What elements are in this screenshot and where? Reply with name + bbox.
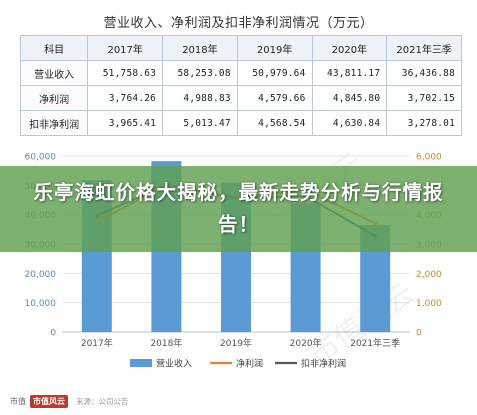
- source-note: 来源：公司公告: [76, 396, 129, 406]
- table-header-cell: 2018年: [162, 35, 238, 61]
- table-cell: 5,013.47: [162, 110, 238, 136]
- brand-text: 市值: [10, 396, 26, 406]
- financial-table: 科目 2017年 2018年 2019年 2020年 2021年三季 营业收入 …: [19, 35, 462, 136]
- table-cell: 43,811.17: [311, 60, 388, 86]
- row-label: 扣非净利润: [19, 110, 89, 136]
- table-cell: 50,979.64: [236, 60, 313, 86]
- legend-label: 扣非净利润: [301, 358, 346, 370]
- x-tick-label: 2021年三季: [350, 337, 400, 349]
- table-cell: 4,579.66: [236, 85, 313, 111]
- y-left-tick-label: 10,000: [25, 299, 57, 309]
- table-cell: 4,630.84: [311, 110, 388, 136]
- y-left-tick-label: 60,000: [25, 153, 57, 163]
- table-cell: 3,702.15: [386, 85, 462, 111]
- table-header-cell: 2021年三季: [386, 35, 462, 61]
- row-label: 营业收入: [19, 60, 89, 86]
- y-right-tick-label: 6,000: [416, 153, 442, 163]
- table-title: 营业收入、净利润及扣非净利润情况（万元）: [103, 16, 374, 31]
- headline-banner[interactable]: 乐亭海虹价格大揭秘，最新走势分析与行情报告！: [0, 166, 477, 252]
- brand-logo: 市值风云: [30, 394, 68, 408]
- table-header-cell: 2019年: [236, 35, 313, 61]
- x-tick-label: 2020年: [290, 337, 322, 349]
- table-row: 扣非净利润 3,965.41 5,013.47 4,568.54 4,630.8…: [19, 110, 462, 136]
- table-header-cell: 2020年: [311, 35, 388, 61]
- table-cell: 51,758.63: [87, 60, 164, 86]
- table-header-cell: 科目: [19, 35, 89, 61]
- x-tick-label: 2017年: [81, 337, 113, 349]
- table-cell: 4,988.83: [162, 85, 238, 111]
- table-cell: 3,764.26: [87, 85, 164, 111]
- table-row: 营业收入 51,758.63 58,253.08 50,979.64 43,81…: [19, 60, 462, 86]
- y-left-tick-label: 0: [50, 329, 56, 339]
- x-tick-label: 2018年: [150, 337, 182, 349]
- y-right-tick-label: 1,000: [416, 299, 442, 309]
- row-label: 净利润: [19, 85, 89, 111]
- headline-text: 乐亭海虹价格大揭秘，最新走势分析与行情报告！: [33, 181, 444, 236]
- table-cell: 4,845.80: [311, 85, 388, 111]
- table-cell: 58,253.08: [162, 60, 238, 86]
- footer: 市值 市值风云 来源：公司公告: [10, 393, 129, 409]
- y-right-tick-label: 2,000: [416, 270, 442, 280]
- y-left-tick-label: 20,000: [25, 270, 57, 280]
- table-row: 净利润 3,764.26 4,988.83 4,579.66 4,845.80 …: [19, 85, 462, 111]
- y-right-tick-label: 0: [416, 329, 422, 339]
- table-cell: 3,278.01: [386, 110, 462, 136]
- table-cell: 3,965.41: [87, 110, 164, 136]
- table-cell: 36,436.88: [386, 60, 462, 86]
- x-tick-label: 2019年: [220, 337, 252, 349]
- legend-label: 净利润: [236, 358, 263, 370]
- table-header-row: 科目 2017年 2018年 2019年 2020年 2021年三季: [19, 35, 462, 61]
- table-header-cell: 2017年: [87, 35, 164, 61]
- legend-swatch-bar: [130, 359, 152, 367]
- table-cell: 4,568.54: [236, 110, 313, 136]
- legend-label: 营业收入: [156, 358, 192, 370]
